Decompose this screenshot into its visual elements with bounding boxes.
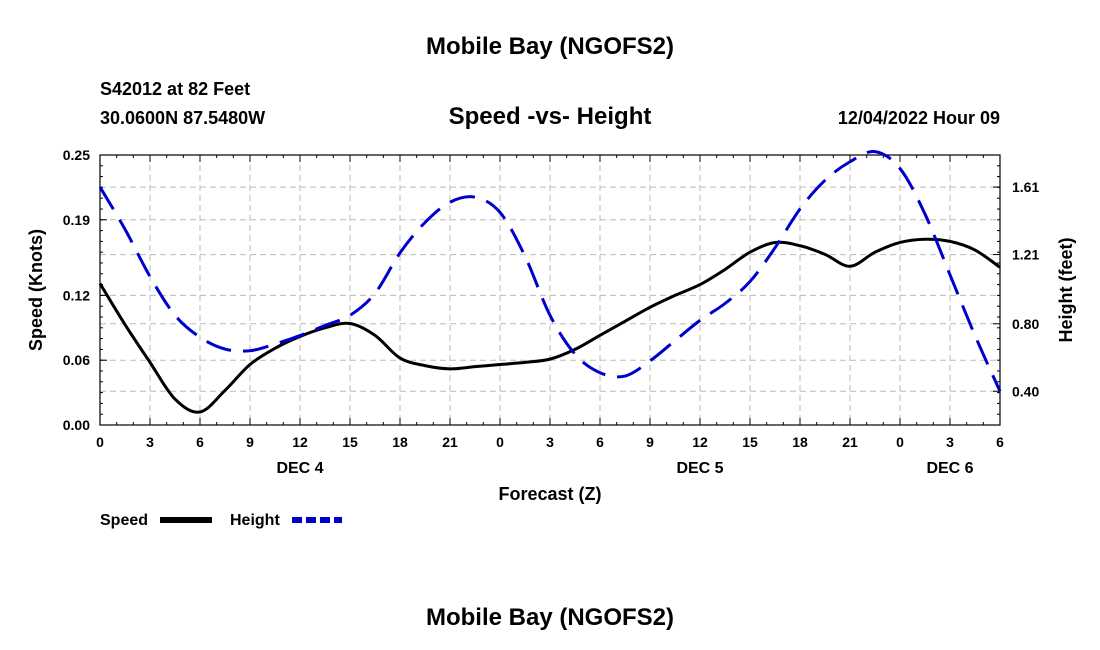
x-tick-label: 9 (246, 434, 254, 450)
y-tick-label: 0.06 (63, 352, 90, 368)
y-axis-label: Speed (Knots) (26, 229, 46, 351)
series-line-speed (98, 237, 1001, 414)
x-tick-label: 12 (292, 434, 308, 450)
x-tick-label: 3 (146, 434, 154, 450)
y-tick-label: 0.25 (63, 147, 90, 163)
y2-tick-label: 0.80 (1012, 316, 1039, 332)
series-line-height (98, 150, 1002, 392)
x-tick-label: 21 (442, 434, 458, 450)
footer-title: Mobile Bay (NGOFS2) (426, 604, 674, 631)
x-tick-label: 3 (546, 434, 554, 450)
x-tick-label: 6 (596, 434, 604, 450)
x-tick-label: 15 (342, 434, 358, 450)
x-tick-label: 0 (896, 434, 904, 450)
x-tick-label: 6 (996, 434, 1004, 450)
x-tick-label: 0 (496, 434, 504, 450)
datetime-label: 12/04/2022 Hour 09 (838, 108, 1000, 128)
grid (100, 155, 1000, 425)
x-tick-label: 18 (392, 434, 408, 450)
x-tick-label: 9 (646, 434, 654, 450)
legend-speed-label: Speed (100, 512, 148, 529)
y2-tick-label: 1.21 (1012, 247, 1039, 263)
y2-axis-label: Height (feet) (1056, 238, 1076, 343)
x-tick-label: 21 (842, 434, 858, 450)
x-tick-label: 6 (196, 434, 204, 450)
y-tick-label: 0.12 (63, 287, 90, 303)
x-axis-label: Forecast (Z) (498, 484, 601, 504)
legend-height-label: Height (230, 512, 280, 529)
y2-tick-label: 0.40 (1012, 383, 1039, 399)
page-title: Mobile Bay (NGOFS2) (426, 33, 674, 60)
y2-tick-label: 1.61 (1012, 179, 1039, 195)
x-tick-label: 18 (792, 434, 808, 450)
axes-group: 0 3 6 9 12 15 18 21 0 3 6 9 12 15 18 21 0 3 6 DEC 4 DEC 5 DEC… (63, 147, 1040, 477)
day-label: DEC 5 (676, 460, 723, 477)
x-tick-label: 0 (96, 434, 104, 450)
day-label: DEC 6 (926, 460, 973, 477)
x-tick-label: 3 (946, 434, 954, 450)
x-tick-label: 12 (692, 434, 708, 450)
chart-title: Speed -vs- Height (449, 103, 652, 130)
legend: Speed Height (100, 512, 342, 529)
y-tick-label: 0.00 (63, 417, 90, 433)
series-group (98, 150, 1002, 414)
x-tick-label: 15 (742, 434, 758, 450)
coords-label: 30.0600N 87.5480W (100, 108, 265, 128)
y-tick-label: 0.19 (63, 212, 90, 228)
station-label: S42012 at 82 Feet (100, 79, 250, 99)
day-label: DEC 4 (276, 460, 323, 477)
